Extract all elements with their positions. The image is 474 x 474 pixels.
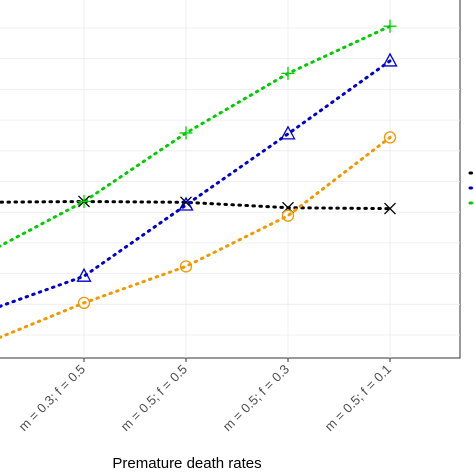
series-line-0 [0, 199, 392, 211]
marker-triangle [382, 52, 398, 67]
data-point [383, 19, 397, 33]
data-point [179, 260, 193, 273]
marker-triangle [178, 196, 194, 211]
data-point [77, 296, 91, 310]
data-point [281, 66, 295, 80]
data-point [280, 125, 296, 140]
plot-panel [0, 0, 461, 359]
marker-triangle [280, 125, 296, 140]
data-point [382, 52, 398, 67]
data-point [383, 131, 397, 144]
x-tick-label: m = 0.5; f = 0.1 [322, 362, 394, 434]
marker-circle [383, 131, 397, 144]
legend [468, 171, 474, 205]
x-axis-title: Premature death rates [112, 455, 261, 472]
series-line-3 [0, 135, 392, 339]
data-point [384, 202, 396, 215]
data-point [76, 267, 92, 282]
x-tick-label: m = 0.5; f = 0.5 [118, 362, 190, 434]
x-tick-label: m = 0.5; f = 0.3 [220, 362, 292, 434]
data-point [179, 126, 193, 140]
data-point [281, 209, 295, 222]
x-tick-label: m = 0.3; f = 0.5 [16, 362, 88, 434]
marker-circle [77, 296, 91, 310]
data-point [77, 194, 91, 208]
marker-triangle [76, 267, 92, 282]
data-point [178, 196, 194, 211]
panel-border [0, 0, 461, 359]
marker-x [384, 202, 396, 215]
marker-circle [281, 209, 295, 222]
x-tick-labels: m = 0.1; f = 0.5m = 0.3; f = 0.5m = 0.5;… [16, 358, 394, 434]
series-line-1 [0, 59, 392, 308]
marker-circle [179, 260, 193, 273]
